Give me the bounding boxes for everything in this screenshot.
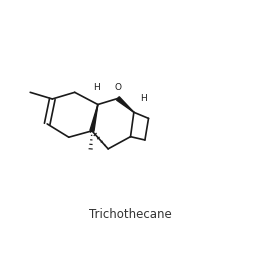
Text: Trichothecane: Trichothecane (89, 208, 171, 221)
Text: H: H (140, 94, 147, 104)
Text: H: H (93, 83, 100, 92)
Text: O: O (114, 83, 121, 92)
Polygon shape (90, 104, 98, 131)
Polygon shape (117, 97, 134, 112)
